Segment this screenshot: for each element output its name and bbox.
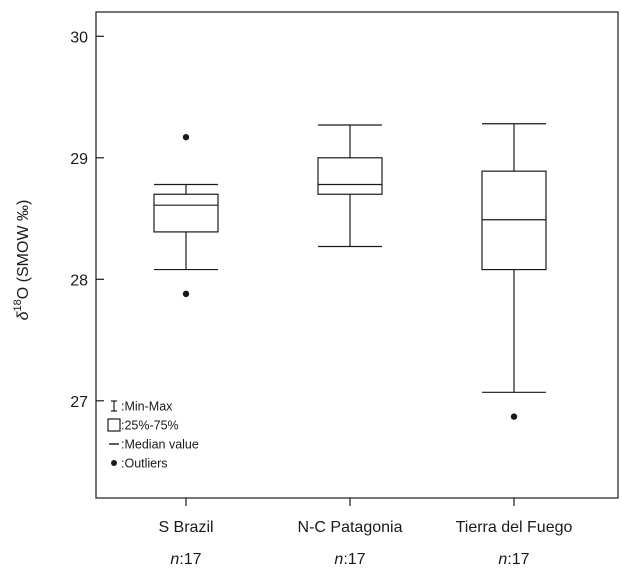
legend-item: :Min-Max: [111, 400, 173, 414]
legend-label: :Min-Max: [121, 400, 173, 414]
category-label: N-C Patagonia: [298, 519, 403, 536]
iqr-box: [481, 170, 547, 271]
y-tick-label: 27: [70, 394, 88, 411]
legend-box-symbol: [107, 418, 121, 432]
y-axis: 27 28 29 30: [70, 29, 104, 411]
sample-size-value: :17: [507, 551, 529, 568]
legend-label: :Outliers: [121, 457, 168, 471]
sample-size-label: n:17: [498, 551, 529, 568]
iqr-box: [317, 157, 383, 195]
y-axis-title-suffix: O (SMOW ‰): [15, 200, 32, 300]
sample-size-label: n:17: [334, 551, 365, 568]
legend-item: :25%-75%: [107, 418, 179, 433]
y-tick-label: 30: [70, 29, 88, 46]
sample-size-n: n: [498, 551, 507, 568]
legend-item: :Outliers: [111, 457, 168, 471]
y-tick-label: 28: [70, 272, 88, 289]
box-group: [481, 123, 547, 420]
y-axis-title-prefix: δ: [15, 310, 32, 320]
y-tick-label: 29: [70, 151, 88, 168]
outlier-point: [182, 290, 190, 298]
legend: :Min-Max :25%-75% :Median value :Outliers: [107, 400, 199, 471]
sample-size-value: :17: [343, 551, 365, 568]
iqr-box: [153, 193, 219, 233]
sample-size-value: :17: [179, 551, 201, 568]
box-group: [153, 133, 219, 298]
category-label: S Brazil: [158, 519, 213, 536]
legend-label: :25%-75%: [121, 419, 179, 433]
legend-outlier-symbol: [111, 460, 117, 466]
y-axis-title-superscript: 18: [12, 299, 24, 311]
sample-size-n: n: [334, 551, 343, 568]
plot-frame: [95, 11, 619, 499]
y-axis-title: δ18O (SMOW ‰): [12, 200, 32, 321]
outlier-point: [510, 413, 518, 420]
legend-item: :Median value: [109, 438, 199, 452]
outlier-point: [182, 133, 190, 141]
box-series: [153, 123, 547, 420]
box-group: [317, 124, 383, 248]
sample-size-label: n:17: [170, 551, 201, 568]
sample-size-n: n: [170, 551, 179, 568]
category-label: Tierra del Fuego: [456, 519, 573, 536]
legend-label: :Median value: [121, 438, 199, 452]
